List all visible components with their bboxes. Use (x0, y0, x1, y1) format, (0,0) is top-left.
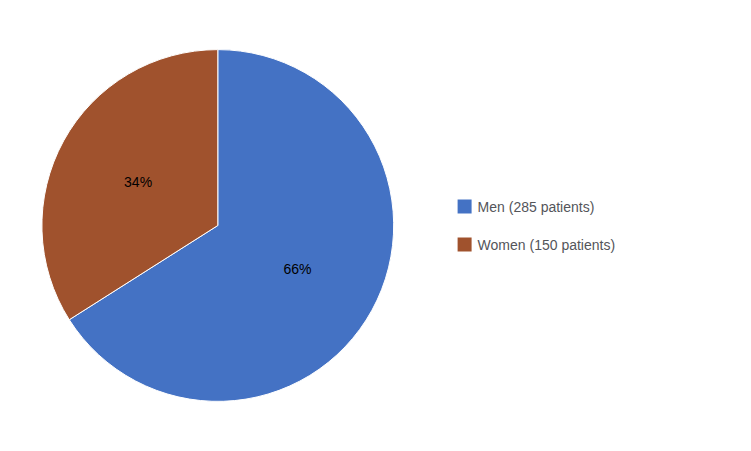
svg-text:34%: 34% (124, 174, 152, 190)
svg-text:66%: 66% (283, 261, 311, 277)
svg-text:Men (285 patients): Men (285 patients) (478, 199, 595, 215)
svg-text:Women (150 patients): Women (150 patients) (478, 237, 615, 253)
